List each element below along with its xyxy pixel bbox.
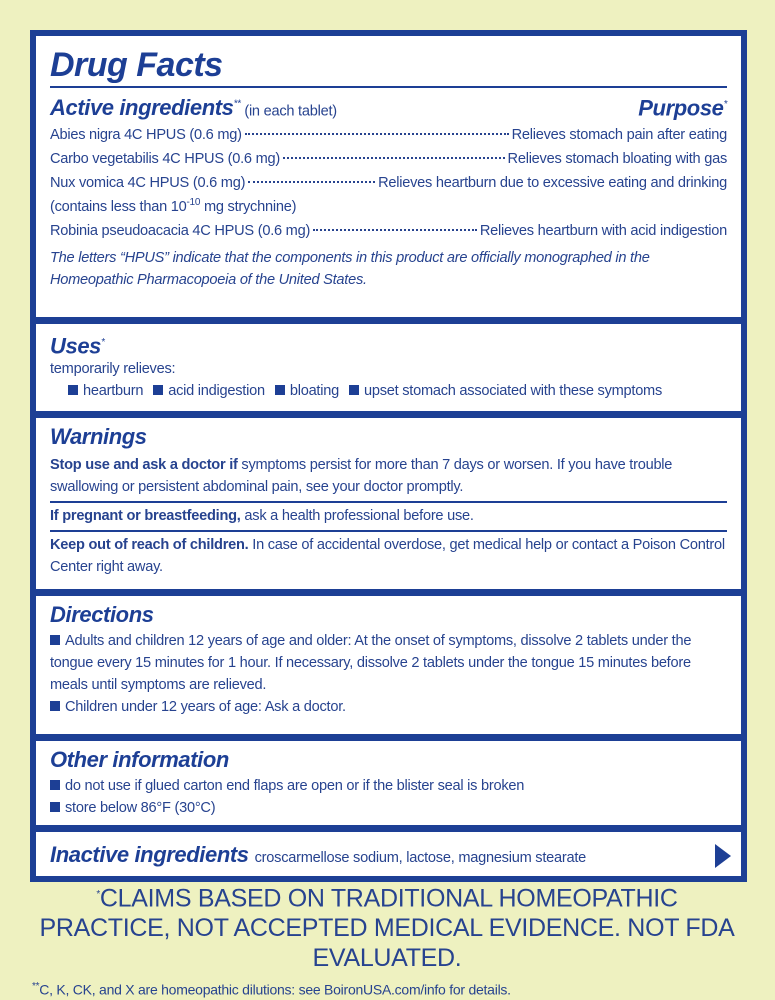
- warning-text: In case of accidental overdose, get medi…: [50, 537, 725, 575]
- use-item: acid indigestion: [153, 383, 265, 399]
- heading-sup: **: [233, 99, 241, 110]
- direction-item: Adults and children 12 years of age and …: [50, 630, 727, 696]
- ingredient-row: Nux vomica 4C HPUS (0.6 mg) Relieves hear…: [50, 173, 727, 193]
- use-text: acid indigestion: [168, 383, 265, 400]
- direction-text: Children under 12 years of age: Ask a do…: [65, 699, 346, 715]
- ingredient: Carbo vegetabilis 4C HPUS (0.6 mg): [50, 151, 280, 168]
- heading-note: (in each tablet): [244, 103, 337, 120]
- use-item: bloating: [275, 383, 339, 399]
- note-sup: -10: [186, 197, 201, 209]
- inactive-section: Inactive ingredients croscarmellose sodiu…: [36, 832, 741, 876]
- warnings-heading: Warnings: [50, 424, 147, 449]
- warning-lead: If pregnant or breastfeeding,: [50, 508, 241, 524]
- purpose: Relieves heartburn with acid indigestion: [479, 223, 727, 240]
- claims-sup: *: [96, 889, 100, 900]
- active-header: Active ingredients** (in each tablet) Pu…: [50, 92, 727, 121]
- direction-text: Adults and children 12 years of age and …: [50, 633, 692, 693]
- purpose: Relieves stomach pain after eating: [511, 127, 728, 144]
- arrow-icon: [715, 844, 731, 868]
- uses-intro: temporarily relieves:: [50, 361, 176, 378]
- inactive-row: Inactive ingredients croscarmellose sodiu…: [50, 832, 727, 868]
- warning-text: ask a health professional before use.: [240, 508, 474, 524]
- use-text: bloating: [289, 383, 339, 400]
- use-item: upset stomach associated with these symp…: [349, 383, 662, 399]
- directions-section: Directions Adults and children 12 years …: [36, 596, 741, 741]
- claims: *CLAIMS BASED ON TRADITIONAL HOMEOPATHIC…: [32, 880, 742, 973]
- purpose: Relieves heartburn due to excessive eati…: [378, 175, 727, 192]
- active-heading: Active ingredients**: [50, 95, 241, 120]
- heading-text: Uses: [50, 333, 101, 359]
- use-text: upset stomach associated with these symp…: [363, 383, 663, 400]
- hpus-note: The letters “HPUS” indicate that the com…: [50, 250, 650, 289]
- heading-sup: *: [723, 99, 728, 110]
- use-item: heartburn: [68, 383, 143, 399]
- ingredient: Abies nigra 4C HPUS (0.6 mg): [50, 127, 242, 144]
- warning-text: symptoms persist for more than 7 days or…: [50, 457, 673, 495]
- ingredient: Robinia pseudoacacia 4C HPUS (0.6 mg): [50, 223, 311, 240]
- inactive-heading: Inactive ingredients: [50, 842, 249, 867]
- uses-list: heartburn acid indigestion bloating upset s…: [50, 377, 727, 399]
- ingredient-row: Abies nigra 4C HPUS (0.6 mg) Relieves sto…: [50, 125, 727, 145]
- ingredient: Nux vomica 4C HPUS (0.6 mg): [50, 175, 246, 192]
- warning: Stop use and ask a doctor if symptoms pe…: [50, 452, 727, 503]
- directions-list: Adults and children 12 years of age and …: [50, 630, 727, 718]
- use-text: heartburn: [83, 383, 144, 400]
- warning-lead: Keep out of reach of children.: [50, 537, 249, 553]
- warning: Keep out of reach of children. In case o…: [50, 532, 727, 581]
- other-section: Other information do not use if glued ca…: [36, 741, 741, 832]
- note-text: (contains less than 10: [50, 199, 187, 216]
- other-item: store below 86°F (30°C): [50, 797, 727, 819]
- footer: *CLAIMS BASED ON TRADITIONAL HOMEOPATHIC…: [32, 880, 742, 998]
- ingredient-note: (contains less than 10-10 mg strychnine): [50, 193, 727, 217]
- other-text: store below 86°F (30°C): [65, 800, 216, 816]
- purpose-heading: Purpose*: [638, 92, 727, 121]
- active-section: Drug Facts Active ingredients** (in each…: [36, 36, 741, 324]
- uses-heading: Uses*: [50, 330, 727, 359]
- ingredient-row: Carbo vegetabilis 4C HPUS (0.6 mg) Reliev…: [50, 149, 727, 169]
- footnote-sup: **: [32, 981, 40, 993]
- note-text: mg strychnine): [200, 199, 297, 216]
- direction-item: Children under 12 years of age: Ask a do…: [50, 696, 727, 718]
- uses-section: Uses* temporarily relieves: heartburn aci…: [36, 324, 741, 418]
- purpose: Relieves stomach bloating with gas: [507, 151, 728, 168]
- heading-text: Active ingredients: [50, 95, 234, 121]
- other-item: do not use if glued carton end flaps are…: [50, 775, 727, 797]
- other-list: do not use if glued carton end flaps are…: [50, 775, 727, 819]
- other-text: do not use if glued carton end flaps are…: [65, 778, 525, 794]
- warning: If pregnant or breastfeeding, ask a heal…: [50, 503, 727, 532]
- warnings-section: Warnings Stop use and ask a doctor if sy…: [36, 418, 741, 596]
- drug-facts-panel: Drug Facts Active ingredients** (in each…: [30, 30, 747, 882]
- directions-heading: Directions: [50, 602, 154, 627]
- footnote-text: C, K, CK, and X are homeopathic dilution…: [39, 981, 511, 998]
- title: Drug Facts: [50, 46, 727, 88]
- warning-lead: Stop use and ask a doctor if: [50, 457, 238, 473]
- other-heading: Other information: [50, 747, 229, 772]
- footnote: **C, K, CK, and X are homeopathic diluti…: [32, 981, 742, 998]
- ingredient-row: Robinia pseudoacacia 4C HPUS (0.6 mg) Rel…: [50, 221, 727, 241]
- inactive-text: croscarmellose sodium, lactose, magnesiu…: [254, 850, 587, 866]
- claims-text: CLAIMS BASED ON TRADITIONAL HOMEOPATHIC …: [39, 884, 735, 973]
- heading-text: Purpose: [638, 95, 724, 121]
- heading-sup: *: [101, 337, 105, 348]
